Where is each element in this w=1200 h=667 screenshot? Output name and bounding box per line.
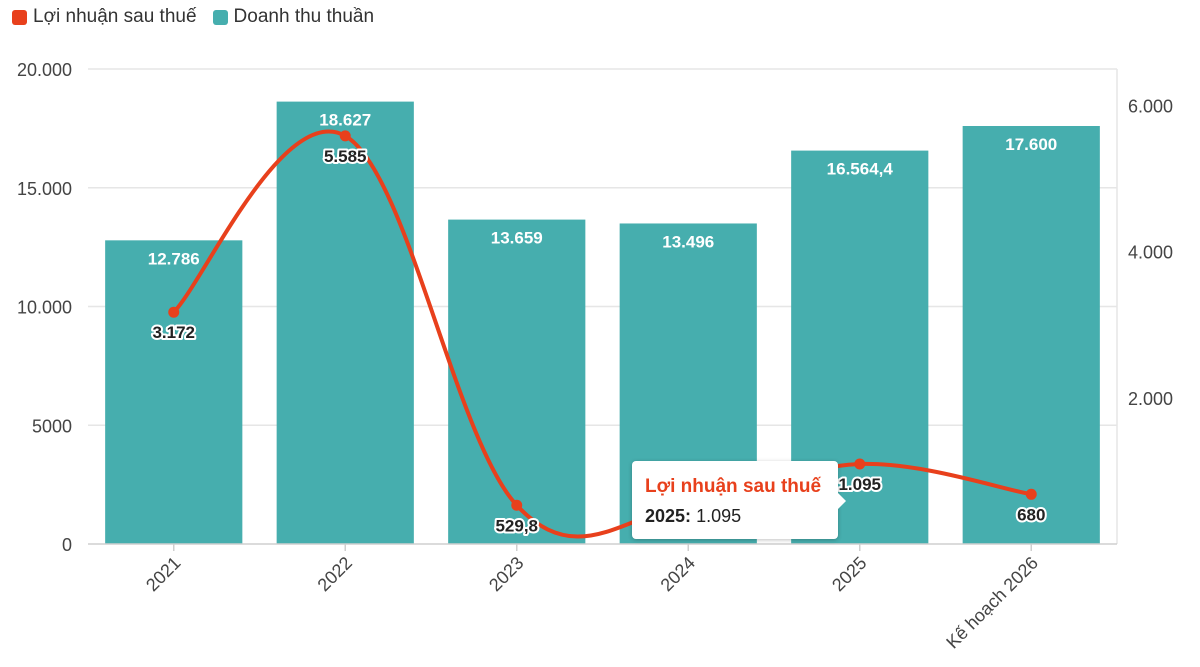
bar-label-2022: 18.627 [319, 111, 371, 130]
x-tick-label-4: 2025 [828, 553, 870, 595]
profit-label-2022: 5.585 [324, 147, 367, 166]
tooltip: Lợi nhuận sau thuế 2025: 1.095 [632, 461, 846, 539]
revenue-labels: 12.786 18.627 13.659 13.496 16.564,4 17.600 [148, 111, 1058, 269]
legend-item-revenue[interactable]: Doanh thu thuần [212, 6, 375, 28]
profit-label-2023: 529,8 [495, 516, 538, 535]
grid-lines [88, 68, 1118, 544]
legend-swatch-revenue [212, 9, 228, 25]
profit-label-Kế hoạch 2026: 680 [1017, 505, 1045, 524]
bar-label-2024: 13.496 [662, 232, 714, 251]
x-tick-label-1: 2022 [314, 553, 356, 595]
legend-swatch-profit [12, 9, 27, 25]
bar-Kế hoạch 2026[interactable] [962, 126, 1100, 544]
y-left-tick-3: 15.000 [17, 179, 72, 199]
bar-label-2023: 13.659 [491, 229, 543, 248]
profit-point-2025[interactable] [854, 458, 866, 470]
revenue-bars [105, 101, 1100, 544]
tooltip-title: Lợi nhuận sau thuế [645, 476, 822, 497]
profit-point-2022[interactable] [339, 130, 351, 142]
y-right-tick-1: 4.000 [1128, 243, 1173, 263]
x-tick-label-5: Kế hoạch 2026 [942, 553, 1042, 653]
profit-label-2021: 3.172 [152, 323, 195, 342]
legend-item-profit[interactable]: Lợi nhuận sau thuế [12, 6, 197, 28]
tooltip-arrow [838, 493, 846, 509]
profit-point-Kế hoạch 2026[interactable] [1025, 488, 1037, 500]
y-right-tick-0: 2.000 [1128, 389, 1173, 409]
y-left-tick-1: 5000 [32, 416, 72, 436]
legend-label-revenue: Doanh thu thuần [233, 6, 375, 27]
tooltip-line: 2025: 1.095 [645, 506, 741, 527]
x-tick-label-3: 2024 [657, 553, 699, 595]
bar-label-2021: 12.786 [148, 249, 200, 268]
legend: Lợi nhuận sau thuế Doanh thu thuần [12, 6, 374, 28]
bar-2021[interactable] [105, 240, 243, 544]
bar-label-2025: 16.564,4 [827, 160, 894, 179]
profit-point-2021[interactable] [168, 306, 180, 318]
y-left-tick-0: 0 [62, 535, 72, 555]
x-tick-label-0: 2021 [142, 553, 184, 595]
profit-point-2023[interactable] [511, 499, 523, 511]
legend-label-profit: Lợi nhuận sau thuế [33, 6, 197, 27]
tooltip-key: 2025: [645, 506, 692, 526]
bar-label-Kế hoạch 2026: 17.600 [1005, 135, 1057, 154]
profit-label-2025: 1.095 [838, 475, 881, 494]
y-right-tick-2: 6.000 [1128, 97, 1173, 117]
x-tick-label-2: 2023 [485, 553, 527, 595]
y-left-tick-4: 20.000 [17, 60, 72, 80]
y-left-tick-2: 10.000 [17, 298, 72, 318]
profit-labels: 3.172 5.585 529,8 1.095 680 [150, 145, 1047, 537]
bar-2023[interactable] [448, 219, 586, 544]
bar-2022[interactable] [276, 101, 414, 544]
tooltip-value: 1.095 [696, 506, 742, 526]
